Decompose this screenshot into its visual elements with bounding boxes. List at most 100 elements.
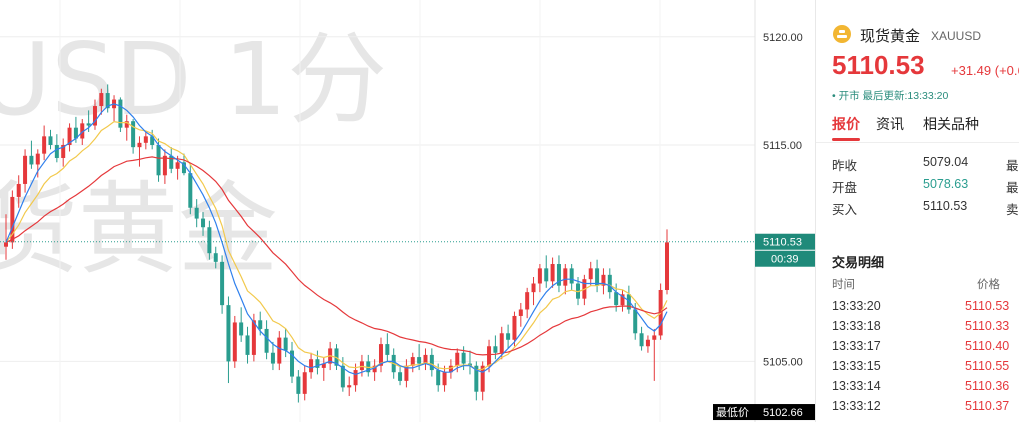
trade-time: 13:33:14	[832, 379, 881, 393]
candle-body	[48, 136, 53, 145]
candle-body	[588, 268, 593, 280]
candle-body	[131, 121, 136, 148]
trade-price: 5110.33	[965, 319, 1010, 333]
candle-body	[150, 136, 155, 145]
candle-body	[73, 127, 78, 139]
price-chart[interactable]: USD 1分 货黄金 5120.00 5115.00 5105.00 5110.53 0…	[0, 0, 815, 422]
candle-body	[518, 309, 523, 316]
candle-body	[512, 315, 517, 340]
candle-body	[181, 162, 186, 174]
trade-price: 5110.53	[965, 299, 1010, 313]
candle-body	[448, 365, 453, 373]
candle-body	[626, 294, 631, 310]
candle-body	[614, 292, 619, 306]
tab-related[interactable]: 相关品种	[923, 116, 979, 132]
candle-body	[563, 268, 568, 286]
candle-body	[639, 333, 644, 347]
quote-label-low: 最	[1006, 181, 1019, 195]
countdown-tag	[755, 250, 815, 267]
candle-body	[156, 144, 161, 176]
tab-quote[interactable]: 报价	[832, 116, 860, 132]
candle-body	[321, 363, 326, 368]
candle-body	[404, 365, 409, 381]
instrument-code: XAUUSD	[931, 29, 982, 43]
candle-body	[220, 261, 225, 306]
candle-body	[42, 136, 47, 154]
candle-body	[80, 123, 85, 139]
candle-body	[315, 359, 320, 368]
ma-slow-line	[5, 156, 668, 356]
quote-label-open: 开盘	[832, 181, 858, 195]
trade-price: 5110.36	[965, 379, 1010, 393]
candle-body	[105, 93, 110, 109]
last-price: 5110.53	[832, 50, 925, 80]
quote-value-bid: 5110.53	[923, 199, 968, 213]
candle-body	[188, 173, 193, 208]
candle-body	[175, 162, 180, 169]
candle-body	[633, 309, 638, 334]
candle-body	[595, 268, 600, 286]
candle-body	[143, 136, 148, 143]
ma-fast-line	[5, 103, 668, 376]
candle-body	[493, 346, 498, 353]
low-price-tag-label: 最低价	[716, 406, 749, 419]
candle-body	[124, 121, 129, 128]
candle-body	[54, 144, 59, 158]
candle-body	[232, 322, 237, 362]
candle-body	[385, 344, 390, 355]
candle-body	[35, 153, 40, 165]
candle-body	[23, 155, 28, 184]
candle-body	[10, 196, 15, 243]
trade-price: 5110.40	[965, 339, 1010, 353]
candle-body	[137, 142, 142, 148]
trade-time: 13:33:12	[832, 399, 881, 413]
y-tick-label: 5120.00	[763, 32, 803, 44]
candle-body	[302, 372, 307, 394]
candle-body	[4, 242, 8, 247]
trade-time: 13:33:20	[832, 299, 881, 313]
trade-time: 13:33:18	[832, 319, 881, 333]
candle-body	[366, 361, 371, 373]
candle-body	[398, 372, 403, 381]
candle-body	[245, 335, 250, 355]
candle-body	[487, 346, 492, 366]
trade-price: 5110.37	[965, 399, 1010, 413]
candle-body	[207, 227, 212, 254]
candle-body	[251, 320, 256, 355]
panel-divider	[815, 0, 816, 422]
tab-news[interactable]: 资讯	[876, 116, 904, 132]
candle-body	[169, 155, 174, 169]
low-price-value: 5102.66	[763, 407, 803, 419]
candle-body	[607, 274, 612, 293]
quote-label-ask: 卖	[1006, 203, 1019, 217]
candle-body	[258, 320, 263, 329]
candle-body	[99, 93, 104, 107]
quote-value-prev-close: 5079.04	[923, 155, 969, 169]
candle-body	[213, 253, 218, 262]
price-change: +31.49 (+0.62%)	[951, 63, 1019, 78]
candle-body	[29, 155, 34, 165]
market-status: • 开市 最后更新:13:33:20	[832, 90, 949, 102]
low-price-tag	[755, 404, 815, 421]
candle-body	[461, 352, 466, 364]
candle-body	[201, 218, 206, 228]
candle-body	[506, 333, 511, 340]
candle-body	[569, 268, 574, 284]
candlestick-svg[interactable]: 5120.00 5115.00 5105.00 5110.53 00:39 最低价 5102…	[0, 0, 815, 422]
candle-body	[537, 268, 542, 284]
candle-body	[499, 333, 504, 353]
quote-panel: 现货黄金 XAUUSD 5110.53 +31.49 (+0.62%) • 开市…	[816, 0, 1019, 422]
candle-body	[290, 350, 295, 377]
y-tick-label: 5105.00	[763, 356, 803, 368]
candle-body	[67, 127, 72, 145]
candle-body	[226, 305, 231, 362]
candle-body	[550, 264, 555, 282]
countdown-label: 00:39	[771, 254, 799, 266]
candle-body	[474, 365, 479, 392]
active-tab-indicator	[832, 138, 860, 141]
candle-body	[162, 155, 167, 176]
candle-body	[239, 322, 244, 336]
candle-body	[556, 264, 561, 286]
candle-body	[378, 344, 383, 366]
candle-body	[544, 268, 549, 282]
